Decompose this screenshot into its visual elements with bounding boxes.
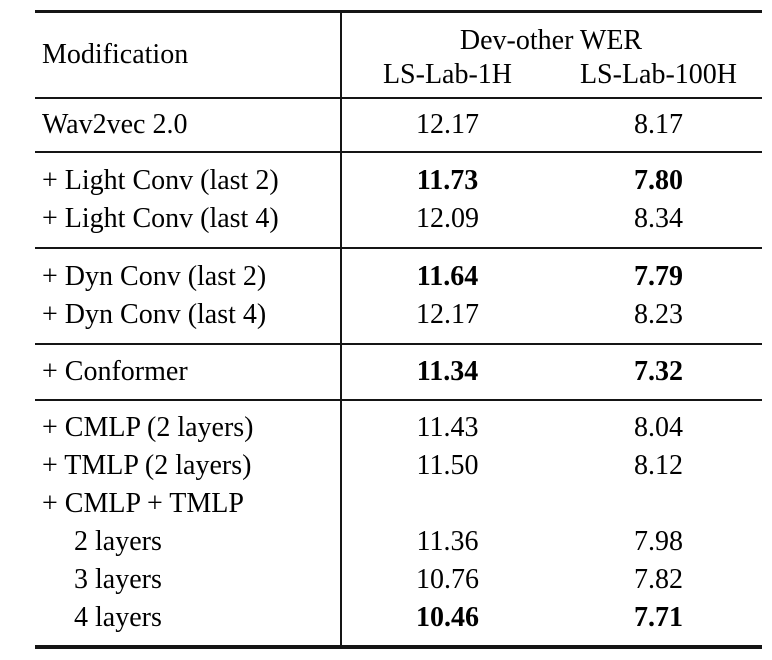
- modification-cell: + Conformer: [42, 356, 188, 387]
- header-wer-group: Dev-other WER LS-Lab-1H LS-Lab-100H: [340, 13, 762, 97]
- modification-cell: + CMLP + TMLP: [42, 488, 244, 519]
- rule-after-header: [35, 97, 762, 99]
- table-row: + Light Conv (last 2) 11.73 7.80: [35, 162, 762, 200]
- wer-100h-cell: 8.23: [634, 299, 683, 330]
- table-row: 2 layers 11.36 7.98: [35, 523, 762, 561]
- table-row: + CMLP (2 layers) 11.43 8.04: [35, 409, 762, 447]
- modification-cell: + Dyn Conv (last 4): [42, 299, 267, 330]
- wer-1h-cell: 12.17: [416, 109, 479, 140]
- table-header: Modification Dev-other WER LS-Lab-1H LS-…: [35, 13, 762, 97]
- wer-1h-cell: 11.50: [416, 450, 479, 481]
- wer-1h-cell: 12.17: [416, 299, 479, 330]
- table-group-dyn-conv: + Dyn Conv (last 2) 11.64 7.79 + Dyn Con…: [35, 249, 762, 343]
- modification-cell: 3 layers: [74, 564, 162, 595]
- modification-cell: 2 layers: [74, 526, 162, 557]
- wer-100h-cell: 8.12: [634, 450, 683, 481]
- header-ls-lab-1h: LS-Lab-1H: [382, 59, 513, 90]
- modification-cell: + TMLP (2 layers): [42, 450, 252, 481]
- table-row: 4 layers 10.46 7.71: [35, 599, 762, 637]
- modification-cell: + Light Conv (last 4): [42, 203, 279, 234]
- rule-after-conformer: [35, 399, 762, 401]
- wer-100h-cell: 7.79: [634, 261, 683, 292]
- table-row: Wav2vec 2.0 12.17 8.17: [35, 106, 762, 144]
- wer-100h-cell: 7.32: [634, 356, 683, 387]
- results-table: Modification Dev-other WER LS-Lab-1H LS-…: [35, 10, 762, 649]
- modification-cell: + CMLP (2 layers): [42, 412, 254, 443]
- wer-1h-cell: 11.43: [416, 412, 479, 443]
- header-modification: Modification: [42, 39, 189, 70]
- wer-1h-cell: 10.76: [416, 564, 479, 595]
- column-divider: [340, 153, 342, 247]
- rule-bottom: [35, 645, 762, 649]
- wer-100h-cell: 8.17: [634, 109, 683, 140]
- column-divider: [340, 249, 342, 343]
- table-group-conformer: + Conformer 11.34 7.32: [35, 345, 762, 399]
- wer-1h-cell: 10.46: [416, 602, 479, 633]
- table-group-mlp: + CMLP (2 layers) 11.43 8.04 + TMLP (2 l…: [35, 401, 762, 645]
- wer-1h-cell: 11.34: [416, 356, 479, 387]
- wer-100h-cell: 7.71: [634, 602, 683, 633]
- modification-cell: + Light Conv (last 2): [42, 165, 279, 196]
- table-row: + CMLP + TMLP: [35, 485, 762, 523]
- wer-100h-cell: 7.82: [634, 564, 683, 595]
- table-group-light-conv: + Light Conv (last 2) 11.73 7.80 + Light…: [35, 153, 762, 247]
- rule-after-dyn-conv: [35, 343, 762, 345]
- table-row: + Dyn Conv (last 2) 11.64 7.79: [35, 258, 762, 296]
- header-group-title: Dev-other WER: [459, 25, 643, 56]
- column-divider: [340, 13, 342, 97]
- modification-cell: + Dyn Conv (last 2): [42, 261, 267, 292]
- rule-after-light-conv: [35, 247, 762, 249]
- table-row: 3 layers 10.76 7.82: [35, 561, 762, 599]
- header-subcolumns: LS-Lab-1H LS-Lab-100H: [340, 58, 762, 92]
- modification-cell: Wav2vec 2.0: [42, 109, 188, 140]
- wer-100h-cell: 7.80: [634, 165, 683, 196]
- wer-1h-cell: 11.73: [416, 165, 479, 196]
- column-divider: [340, 99, 342, 151]
- table-row: + TMLP (2 layers) 11.50 8.12: [35, 447, 762, 485]
- wer-1h-cell: 11.36: [416, 526, 479, 557]
- rule-top: [35, 10, 762, 13]
- table-row: + Light Conv (last 4) 12.09 8.34: [35, 200, 762, 238]
- wer-100h-cell: 8.04: [634, 412, 683, 443]
- wer-1h-cell: 11.64: [416, 261, 479, 292]
- wer-100h-cell: 8.34: [634, 203, 683, 234]
- table-row: + Dyn Conv (last 4) 12.17 8.23: [35, 296, 762, 334]
- modification-cell: 4 layers: [74, 602, 162, 633]
- column-divider: [340, 401, 342, 645]
- header-ls-lab-100h: LS-Lab-100H: [579, 59, 738, 90]
- table-row: + Conformer 11.34 7.32: [35, 353, 762, 391]
- column-divider: [340, 345, 342, 399]
- rule-after-baseline: [35, 151, 762, 153]
- wer-100h-cell: 7.98: [634, 526, 683, 557]
- table-group-baseline: Wav2vec 2.0 12.17 8.17: [35, 99, 762, 151]
- wer-1h-cell: 12.09: [416, 203, 479, 234]
